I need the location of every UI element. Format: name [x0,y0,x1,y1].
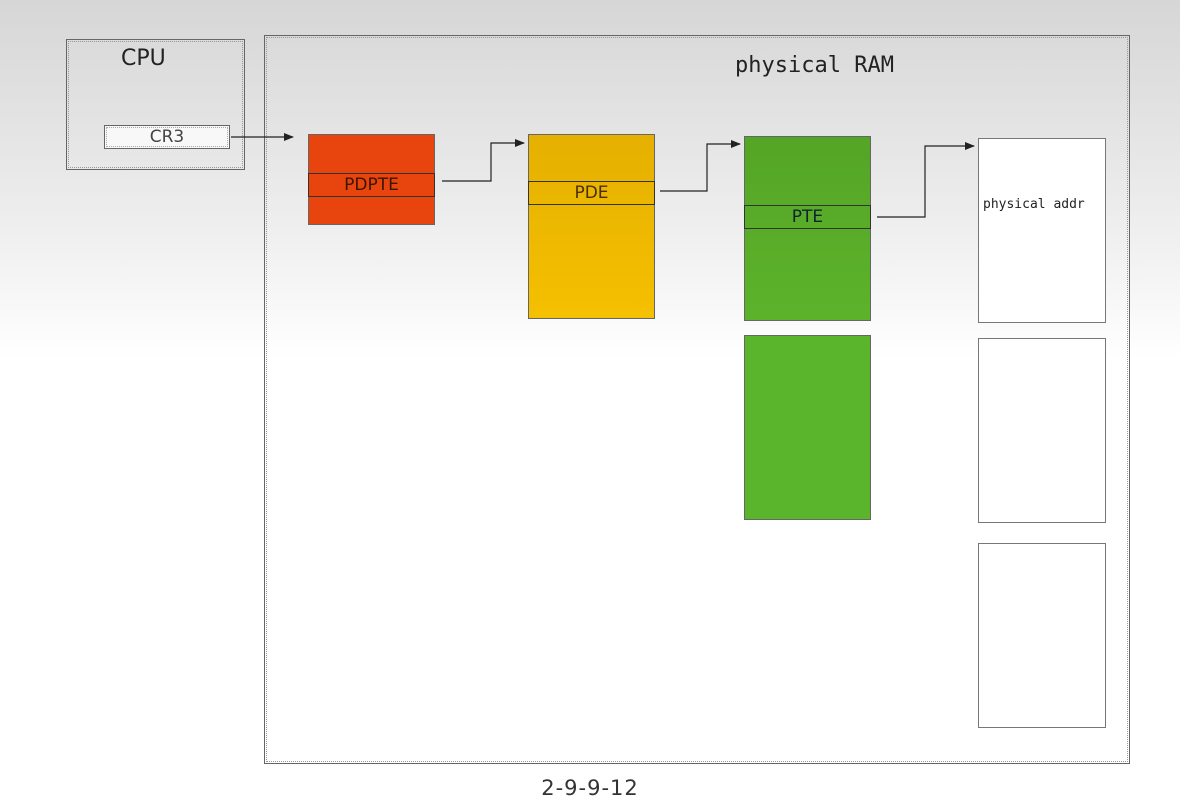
physical-addr-label: physical addr [983,197,1085,212]
diagram-caption: 2-9-9-12 [541,776,639,800]
page-table-secondary [744,335,871,520]
arrow-pte-to-page [877,142,975,218]
pdpte-entry: PDPTE [308,173,435,197]
physical-page [978,138,1106,323]
physical-ram-label: physical RAM [735,53,894,78]
cr3-register: CR3 [104,125,230,149]
pte-entry: PTE [744,205,871,229]
arrow-pdpte-to-pd [442,139,525,182]
physical-page-tertiary [978,543,1106,728]
cpu-label: CPU [121,46,166,71]
cpu-box [66,39,245,170]
pde-entry: PDE [528,181,655,205]
physical-page-secondary [978,338,1106,523]
physical-ram-box [264,35,1130,764]
page-directory-table [528,134,655,319]
arrow-pde-to-pt [660,140,741,192]
